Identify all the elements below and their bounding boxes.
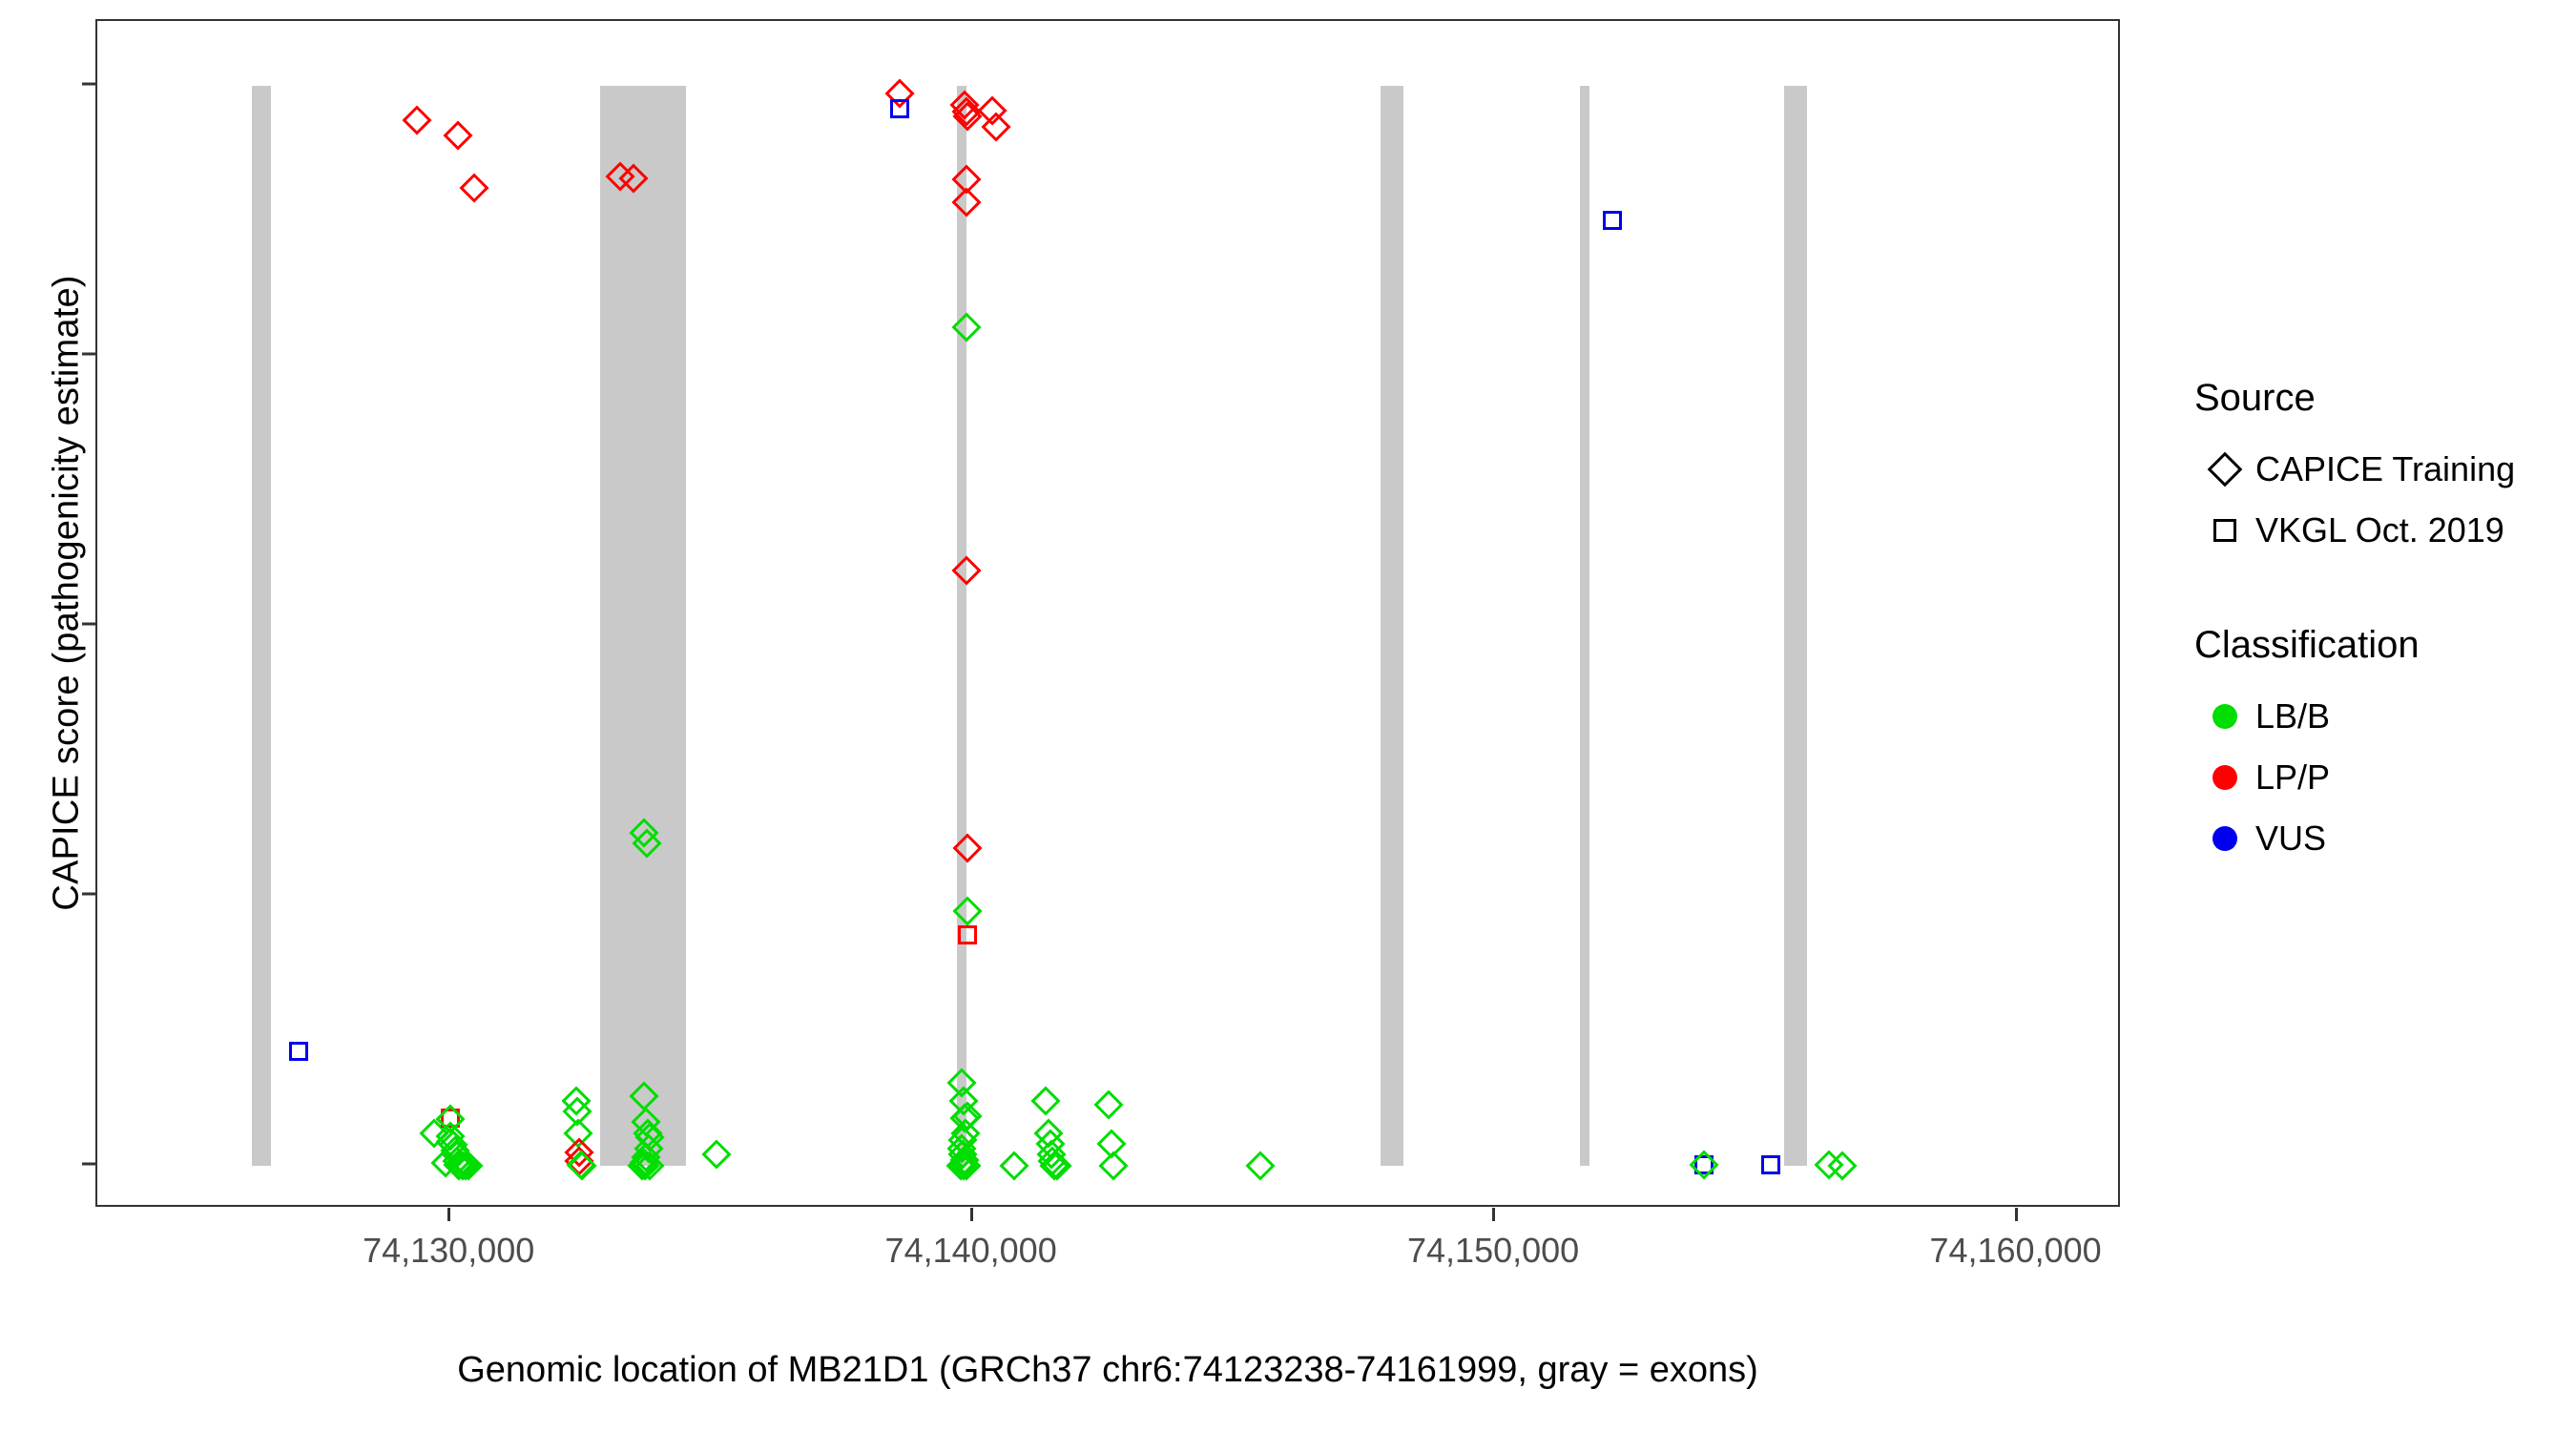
data-point-capice: [701, 1139, 732, 1170]
legend-item-label: LP/P: [2255, 757, 2331, 797]
data-point-vkgl: [289, 1041, 309, 1061]
x-tick-label: 74,130,000: [363, 1231, 535, 1270]
x-tick-mark: [1492, 1208, 1496, 1221]
legend-key: [2194, 765, 2255, 790]
x-tick-mark: [969, 1208, 973, 1221]
data-point-vkgl: [441, 1108, 461, 1128]
data-point-vkgl: [1603, 211, 1623, 231]
x-tick-label: 74,140,000: [884, 1231, 1057, 1270]
exon-band: [1783, 85, 1808, 1166]
legend-item-label: VUS: [2255, 819, 2327, 858]
x-tick-mark: [447, 1208, 451, 1221]
diamond-icon: [2207, 451, 2243, 487]
legend-key: [2194, 519, 2255, 542]
y-tick-mark: [82, 82, 95, 86]
x-tick-mark: [2014, 1208, 2018, 1221]
dot-icon: [2212, 765, 2237, 790]
data-point-capice: [1098, 1151, 1130, 1181]
legend-classification-group: Classification LB/B LP/P VUS: [2194, 624, 2576, 869]
square-icon: [2213, 519, 2236, 542]
data-point-vkgl: [890, 98, 909, 118]
data-point-capice: [459, 173, 489, 203]
legend: Source CAPICE Training VKGL Oct. 2019 Cla…: [2194, 377, 2576, 869]
data-point-vkgl: [1694, 1154, 1714, 1174]
data-point-capice: [443, 120, 473, 151]
legend-source-items: CAPICE Training VKGL Oct. 2019: [2194, 439, 2576, 561]
legend-item[interactable]: LP/P: [2194, 747, 2576, 808]
y-tick-mark: [82, 892, 95, 896]
legend-item[interactable]: LB/B: [2194, 686, 2576, 747]
data-point-capice: [951, 312, 982, 342]
legend-source-title: Source: [2194, 377, 2316, 419]
legend-source-group: Source CAPICE Training VKGL Oct. 2019: [2194, 377, 2576, 561]
exon-band: [1380, 85, 1404, 1166]
data-point-capice: [951, 555, 982, 586]
legend-item[interactable]: VKGL Oct. 2019: [2194, 500, 2576, 561]
data-point-vkgl: [1761, 1154, 1781, 1174]
plot-area: [97, 21, 2118, 1205]
data-point-capice: [1030, 1086, 1061, 1116]
data-point-capice: [402, 105, 432, 135]
data-point-vkgl: [958, 924, 978, 944]
legend-item[interactable]: VUS: [2194, 808, 2576, 869]
legend-item[interactable]: CAPICE Training: [2194, 439, 2576, 500]
data-point-capice: [1093, 1089, 1124, 1120]
dot-icon: [2212, 826, 2237, 851]
data-point-capice: [1245, 1151, 1276, 1181]
y-tick-mark: [82, 622, 95, 626]
exon-band: [252, 85, 271, 1166]
legend-classification-title: Classification: [2194, 624, 2420, 666]
x-axis-title: Genomic location of MB21D1 (GRCh37 chr6:…: [457, 1350, 1758, 1390]
legend-item-label: LB/B: [2255, 696, 2331, 736]
y-axis-title: CAPICE score (pathogenicity estimate): [46, 275, 87, 911]
x-tick-label: 74,160,000: [1929, 1231, 2102, 1270]
legend-key: [2194, 826, 2255, 851]
plot-panel: [95, 19, 2120, 1207]
y-tick-mark: [82, 352, 95, 356]
x-tick-label: 74,150,000: [1407, 1231, 1580, 1270]
data-point-capice: [999, 1151, 1029, 1181]
legend-item-label: CAPICE Training: [2255, 449, 2516, 488]
legend-key: [2194, 704, 2255, 729]
legend-key: [2194, 451, 2255, 487]
exon-band: [599, 85, 686, 1166]
data-point-capice: [951, 187, 982, 218]
legend-item-label: VKGL Oct. 2019: [2255, 510, 2504, 550]
y-tick-mark: [82, 1162, 95, 1166]
exon-band: [1580, 85, 1590, 1166]
dot-icon: [2212, 704, 2237, 729]
legend-classification-items: LB/B LP/P VUS: [2194, 686, 2576, 869]
exon-band: [957, 85, 967, 1166]
